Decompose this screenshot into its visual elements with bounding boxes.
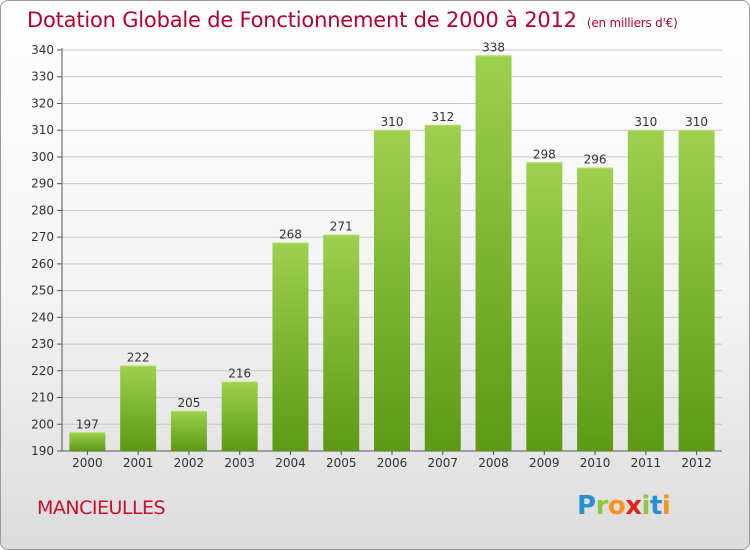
x-tick-label-2006: 2006 [377,456,408,470]
data-label-2004: 268 [279,227,302,241]
bar-2008 [475,55,512,451]
bar-2007 [424,124,461,451]
y-tick-label: 190 [31,444,54,458]
x-tick-label-2011: 2011 [631,456,662,470]
bar-2001 [120,365,157,451]
y-tick-label: 220 [31,364,54,378]
data-label-2007: 312 [431,110,454,124]
y-tick-label: 210 [31,391,54,405]
bar-2004 [272,242,309,451]
data-label-2012: 310 [685,115,708,129]
x-tick-label-2004: 2004 [275,456,306,470]
y-tick-label: 320 [31,96,54,110]
bars [69,55,715,452]
y-tick-label: 270 [31,230,54,244]
data-label-2003: 216 [228,366,251,380]
y-tick-label: 300 [31,150,54,164]
chart-title-text: Dotation Globale de Fonctionnement de 20… [27,8,577,32]
x-tick-label-2010: 2010 [580,456,611,470]
y-tick-label: 290 [31,177,54,191]
chart-unit: (en milliers d'€) [586,16,678,30]
x-tick-label-2012: 2012 [681,456,712,470]
commune-name: MANCIEULLES [37,497,166,519]
y-tick-label: 250 [31,284,54,298]
y-tick-label: 330 [31,70,54,84]
data-label-2010: 296 [584,153,607,167]
data-label-2011: 310 [634,115,657,129]
bar-2003 [221,381,258,451]
bar-2009 [526,162,563,451]
x-tick-label-2007: 2007 [427,456,458,470]
x-tick-label-2009: 2009 [529,456,560,470]
data-label-2009: 298 [533,147,556,161]
y-tick-label: 240 [31,310,54,324]
data-label-2008: 338 [482,40,505,54]
bar-2011 [627,130,664,451]
y-tick-label: 230 [31,337,54,351]
y-tick-label: 260 [31,257,54,271]
bar-2000 [69,432,106,451]
bar-2002 [170,410,207,451]
x-tick-label-2002: 2002 [174,456,205,470]
y-tick-label: 310 [31,123,54,137]
labels: 190 200 210 220 230 240 250 260 270 280 290 300 310 3… [31,40,712,470]
bar-2005 [323,234,360,451]
proxiti-logo[interactable]: Proxiti [577,491,671,521]
data-label-2005: 271 [330,219,353,233]
data-label-2002: 205 [177,396,200,410]
y-tick-label: 340 [31,43,54,57]
chart-title: Dotation Globale de Fonctionnement de 20… [27,8,678,32]
x-tick-label-2005: 2005 [326,456,357,470]
y-tick-label: 200 [31,417,54,431]
bar-2010 [577,167,614,452]
bar-2006 [374,130,410,451]
y-tick-label: 280 [31,203,54,217]
data-label-2000: 197 [76,417,99,431]
x-tick-label-2008: 2008 [478,456,509,470]
data-label-2006: 310 [381,115,404,129]
bar-2012 [678,130,715,451]
x-tick-label-2003: 2003 [224,456,255,470]
x-tick-label-2001: 2001 [123,456,154,470]
x-tick-label-2000: 2000 [72,456,103,470]
data-label-2001: 222 [127,350,150,364]
